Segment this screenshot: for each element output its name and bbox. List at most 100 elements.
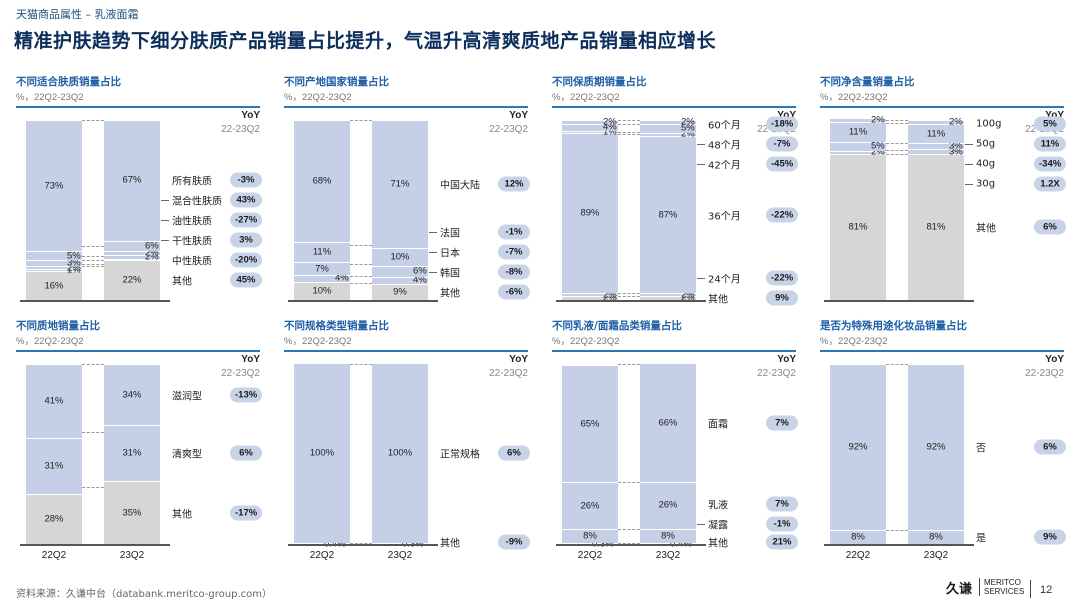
yoy-header: YoY	[509, 110, 528, 121]
bar-segment	[104, 251, 160, 255]
data-label: 2%	[871, 114, 885, 126]
bar-segment	[908, 529, 964, 544]
data-label: 100%	[309, 447, 335, 459]
data-label: 0.4%	[670, 538, 692, 549]
bar-segment	[908, 154, 964, 300]
logo-line-2: SERVICES	[984, 587, 1025, 596]
leader-line	[161, 239, 169, 241]
chart-title: 是否为特殊用途化妆品销量占比	[820, 320, 967, 332]
bar-segment	[372, 283, 428, 300]
chart-title: 不同保质期销量占比	[552, 76, 647, 88]
bar-connector	[82, 264, 104, 265]
bar-segment	[908, 120, 964, 124]
category-label: 42个月	[708, 160, 741, 172]
x-axis	[288, 544, 438, 546]
yoy-badge: 12%	[498, 176, 530, 192]
data-label: 11%	[312, 246, 332, 258]
yoy-period: 22-23Q2	[757, 368, 796, 379]
yoy-period: 22-23Q2	[221, 368, 260, 379]
leader-line	[429, 271, 437, 273]
data-label: 26%	[658, 499, 678, 511]
yoy-badge: -22%	[766, 270, 799, 286]
category-label: 50g	[976, 138, 996, 150]
bar-segment	[908, 364, 964, 530]
data-label: 10%	[390, 251, 410, 263]
data-label: 2%	[871, 146, 885, 158]
data-label: 5%	[681, 122, 695, 134]
category-label: 正常规格	[440, 449, 480, 461]
bar-connector	[618, 131, 640, 133]
x-tick-label: 23Q2	[387, 550, 413, 561]
bar-segment	[562, 120, 618, 124]
bar-connector	[618, 482, 640, 484]
data-label: 4%	[335, 272, 349, 284]
chart-title: 不同净含量销量占比	[820, 76, 915, 88]
bar-segment	[104, 260, 160, 300]
data-label: 71%	[390, 178, 410, 190]
data-label: 4%	[603, 121, 617, 133]
data-label: 92%	[848, 441, 868, 453]
data-label: 9%	[393, 286, 407, 298]
bar-connector-top	[350, 120, 372, 121]
yoy-badge: 7%	[766, 415, 798, 431]
data-label: 8%	[851, 531, 865, 543]
yoy-badge: -1%	[766, 516, 798, 532]
yoy-badge: 21%	[766, 534, 798, 550]
bar-segment	[294, 120, 350, 243]
x-tick-label: 23Q2	[923, 550, 949, 561]
yoy-period: 22-23Q2	[1025, 368, 1064, 379]
data-label: 34%	[122, 389, 142, 401]
bar-connector-top	[886, 120, 908, 121]
category-label: 100g	[976, 118, 1002, 130]
data-label: 2%	[603, 116, 617, 128]
company-logo-en: MERITCO SERVICES	[979, 578, 1024, 596]
chart-rule	[284, 106, 528, 108]
bar-connector	[886, 154, 908, 156]
data-label: 6%	[413, 265, 427, 277]
data-label: 8%	[661, 530, 675, 542]
chart-title: 不同规格类型销量占比	[284, 320, 389, 332]
bar-segment	[640, 296, 696, 300]
yoy-badge: 7%	[766, 496, 798, 512]
bar-segment	[830, 364, 886, 530]
yoy-badge: 45%	[230, 272, 262, 288]
bar-segment	[640, 482, 696, 529]
bar-segment	[104, 425, 160, 481]
bar-connector-top	[82, 364, 104, 365]
yoy-header: YoY	[241, 110, 260, 121]
x-axis	[20, 300, 170, 302]
chart-panel-4: 不同净含量销量占比%，22Q2-23Q2YoY22-23Q281%2%5%11%…	[820, 74, 1070, 336]
yoy-badge: -7%	[766, 136, 798, 152]
bar-connector	[618, 543, 640, 545]
leader-line	[965, 144, 973, 145]
data-label: 66%	[658, 417, 678, 429]
bar-segment	[294, 262, 350, 275]
bar-connector	[82, 255, 104, 257]
bar-segment	[372, 276, 428, 284]
yoy-badge: 6%	[1034, 439, 1066, 455]
bar-segment	[294, 282, 350, 300]
data-label: 73%	[44, 180, 64, 192]
data-label: 28%	[44, 513, 64, 525]
yoy-badge: -34%	[1034, 156, 1067, 172]
data-label: 0.3%	[402, 538, 424, 549]
bar-segment	[562, 296, 618, 300]
x-axis	[556, 544, 706, 546]
bar-connector	[350, 275, 372, 277]
yoy-period: 22-23Q2	[489, 124, 528, 135]
category-label: 乳液	[708, 500, 728, 512]
yoy-badge: 11%	[1034, 136, 1066, 152]
bar-segment	[640, 120, 696, 124]
bar-segment	[908, 148, 964, 155]
chart-title: 不同适合肤质销量占比	[16, 76, 121, 88]
category-label: 24个月	[708, 274, 741, 286]
data-label: 4%	[413, 274, 427, 286]
bar-connector	[886, 122, 908, 124]
yoy-header: YoY	[777, 110, 796, 121]
data-label: 2%	[681, 289, 695, 301]
chart-panel-7: 不同乳液/面霜品类销量占比%，22Q2-23Q2YoY22-23Q20.3%8%…	[552, 318, 802, 580]
bar-segment	[562, 543, 618, 545]
leader-line	[161, 199, 169, 201]
bar-segment	[830, 121, 886, 142]
data-label: 2%	[145, 251, 159, 263]
